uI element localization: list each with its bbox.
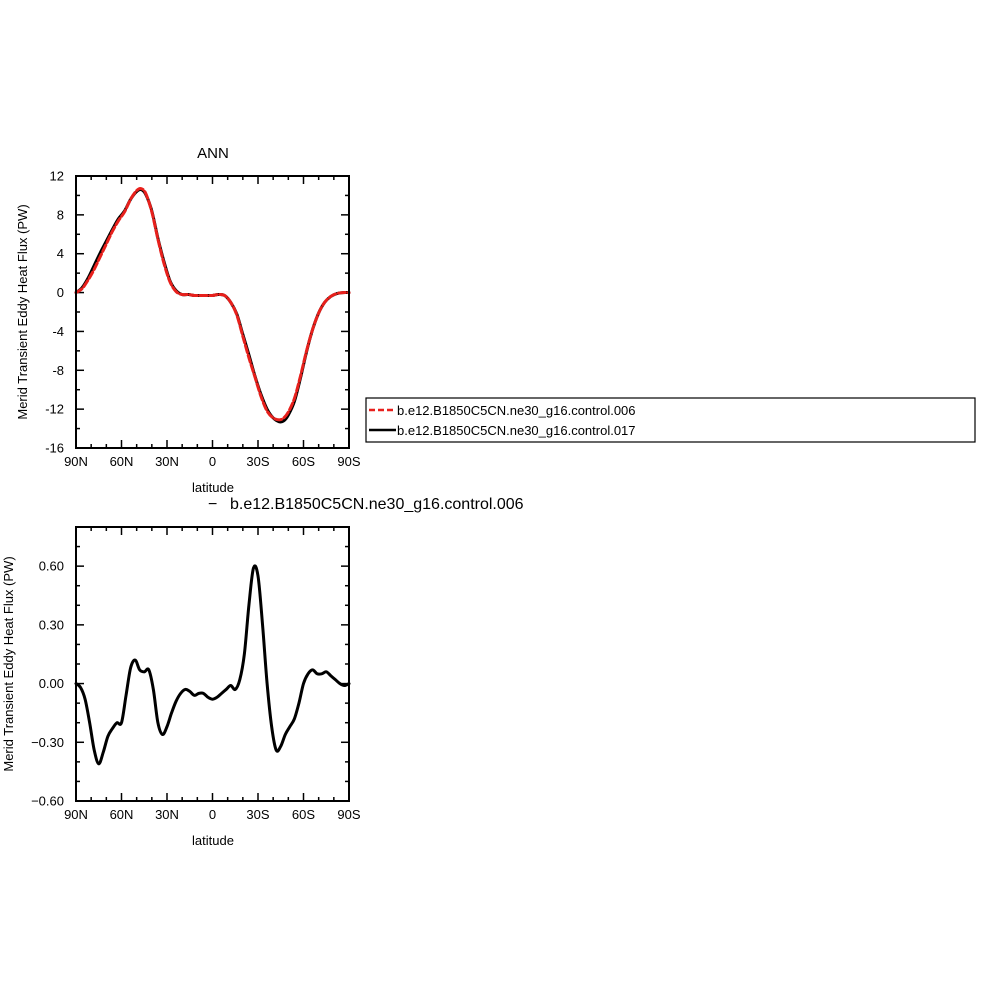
top-chart-ticks: 90N 60N 30N 0 30S 60S 90S -16 -12 -8 -4 0 4 8 12 — [45, 169, 361, 470]
bottom-y-tick-label: 0.30 — [39, 617, 64, 632]
bottom-y-axis-label: Merid Transient Eddy Heat Flux (PW) — [1, 556, 16, 771]
top-plot-frame — [75, 175, 350, 449]
top-x-tick-label: 30S — [246, 454, 269, 469]
top-y-tick-label: 8 — [57, 207, 64, 222]
top-x-tick-label: 60S — [292, 454, 315, 469]
top-y-tick-label: 12 — [50, 169, 64, 184]
top-x-tick-label: 0 — [209, 454, 216, 469]
top-y-tick-label: -8 — [52, 363, 64, 378]
legend-label-series-1: b.e12.B1850C5CN.ne30_g16.control.006 — [397, 403, 636, 418]
top-x-tick-label: 30N — [155, 454, 179, 469]
bottom-x-tick-label: 90S — [337, 807, 360, 822]
bottom-y-tick-label: 0.60 — [39, 559, 64, 574]
bottom-chart-title-prefix: − — [208, 496, 217, 513]
bottom-chart-ticks: 90N 60N 30N 0 30S 60S 90S −0.60 −0.30 0.00 0.30 0.6… — [31, 526, 361, 822]
legend-label-series-2: b.e12.B1850C5CN.ne30_g16.control.017 — [397, 423, 636, 438]
legend-box — [365, 397, 976, 443]
bottom-chart-panel: − b.e12.B1850C5CN.ne30_g16.control.006 9… — [1, 496, 524, 848]
top-chart-series — [74, 186, 351, 424]
bottom-chart-title: b.e12.B1850C5CN.ne30_g16.control.006 — [230, 496, 524, 513]
bottom-series-line-1 — [74, 564, 351, 766]
bottom-plot-frame — [75, 526, 350, 802]
bottom-y-tick-label: −0.30 — [31, 735, 64, 750]
bottom-x-tick-label: 90N — [64, 807, 88, 822]
bottom-y-tick-label: −0.60 — [31, 794, 64, 809]
top-y-axis-label: Merid Transient Eddy Heat Flux (PW) — [15, 204, 30, 419]
top-chart-legend: b.e12.B1850C5CN.ne30_g16.control.006 b.e… — [365, 397, 976, 443]
bottom-y-tick-label: 0.00 — [39, 676, 64, 691]
top-chart-title: ANN — [197, 145, 229, 162]
bottom-x-tick-label: 30N — [155, 807, 179, 822]
top-y-tick-label: -12 — [45, 402, 64, 417]
top-x-tick-label: 90S — [337, 454, 360, 469]
top-y-tick-label: 4 — [57, 246, 64, 261]
bottom-chart-series — [74, 564, 351, 766]
bottom-x-tick-label: 30S — [246, 807, 269, 822]
top-series-line-2 — [74, 186, 351, 422]
top-x-tick-label: 60N — [110, 454, 134, 469]
bottom-x-tick-label: 60S — [292, 807, 315, 822]
top-x-tick-label: 90N — [64, 454, 88, 469]
bottom-x-axis-label: latitude — [192, 833, 234, 848]
top-chart-panel: ANN 90N 60N 30N 0 30S 60S 90S -16 -12 -8 -4 0 4 8 12 l… — [15, 145, 361, 495]
top-y-tick-label: 0 — [57, 285, 64, 300]
bottom-x-tick-label: 0 — [209, 807, 216, 822]
top-x-axis-label: latitude — [192, 480, 234, 495]
top-y-tick-label: -4 — [52, 324, 64, 339]
bottom-x-tick-label: 60N — [110, 807, 134, 822]
top-y-tick-label: -16 — [45, 441, 64, 456]
